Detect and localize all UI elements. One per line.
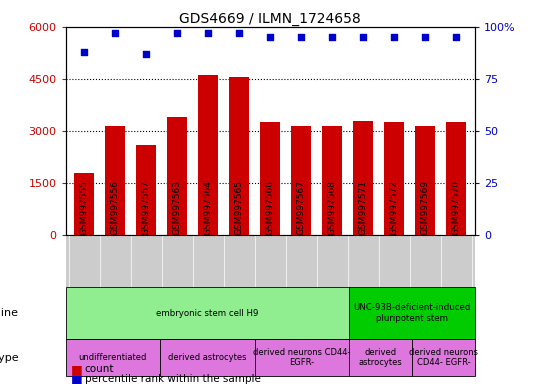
Text: ■: ■	[71, 363, 83, 376]
Point	[204, 30, 212, 36]
Point	[266, 34, 275, 40]
Text: percentile rank within the sample: percentile rank within the sample	[85, 374, 260, 384]
Bar	[353, 121, 373, 235]
Text: ■: ■	[71, 373, 83, 384]
Bar	[349, 287, 475, 339]
Text: cell type: cell type	[0, 353, 18, 363]
Point	[111, 30, 120, 36]
Title: GDS4669 / ILMN_1724658: GDS4669 / ILMN_1724658	[180, 12, 361, 26]
Bar	[349, 339, 412, 376]
Text: derived astrocytes: derived astrocytes	[168, 353, 247, 362]
Bar	[198, 75, 218, 235]
Bar	[260, 122, 280, 235]
Bar	[167, 117, 187, 235]
Bar	[384, 122, 405, 235]
Text: undifferentiated: undifferentiated	[79, 353, 147, 362]
Point	[390, 34, 399, 40]
Point	[173, 30, 182, 36]
Bar	[66, 339, 160, 376]
Point	[421, 34, 430, 40]
Text: derived neurons CD44-
EGFR-: derived neurons CD44- EGFR-	[253, 348, 351, 367]
Text: count: count	[85, 364, 114, 374]
Bar	[74, 172, 94, 235]
Bar	[136, 145, 156, 235]
Bar	[229, 77, 250, 235]
Bar	[291, 126, 311, 235]
Bar	[322, 126, 342, 235]
Bar	[66, 287, 349, 339]
Bar	[160, 339, 254, 376]
Point	[452, 34, 461, 40]
Bar	[416, 126, 436, 235]
Point	[235, 30, 244, 36]
Bar	[254, 339, 349, 376]
Point	[142, 51, 151, 57]
Bar	[412, 339, 475, 376]
Point	[359, 34, 367, 40]
Text: derived
astrocytes: derived astrocytes	[359, 348, 402, 367]
Point	[297, 34, 306, 40]
Point	[328, 34, 337, 40]
Text: cell line: cell line	[0, 308, 18, 318]
Text: embryonic stem cell H9: embryonic stem cell H9	[156, 309, 258, 318]
Point	[80, 49, 88, 55]
Bar	[105, 126, 125, 235]
Text: derived neurons
CD44- EGFR-: derived neurons CD44- EGFR-	[409, 348, 478, 367]
Bar	[446, 122, 466, 235]
Text: UNC-93B-deficient-induced
pluripotent stem: UNC-93B-deficient-induced pluripotent st…	[353, 303, 471, 323]
